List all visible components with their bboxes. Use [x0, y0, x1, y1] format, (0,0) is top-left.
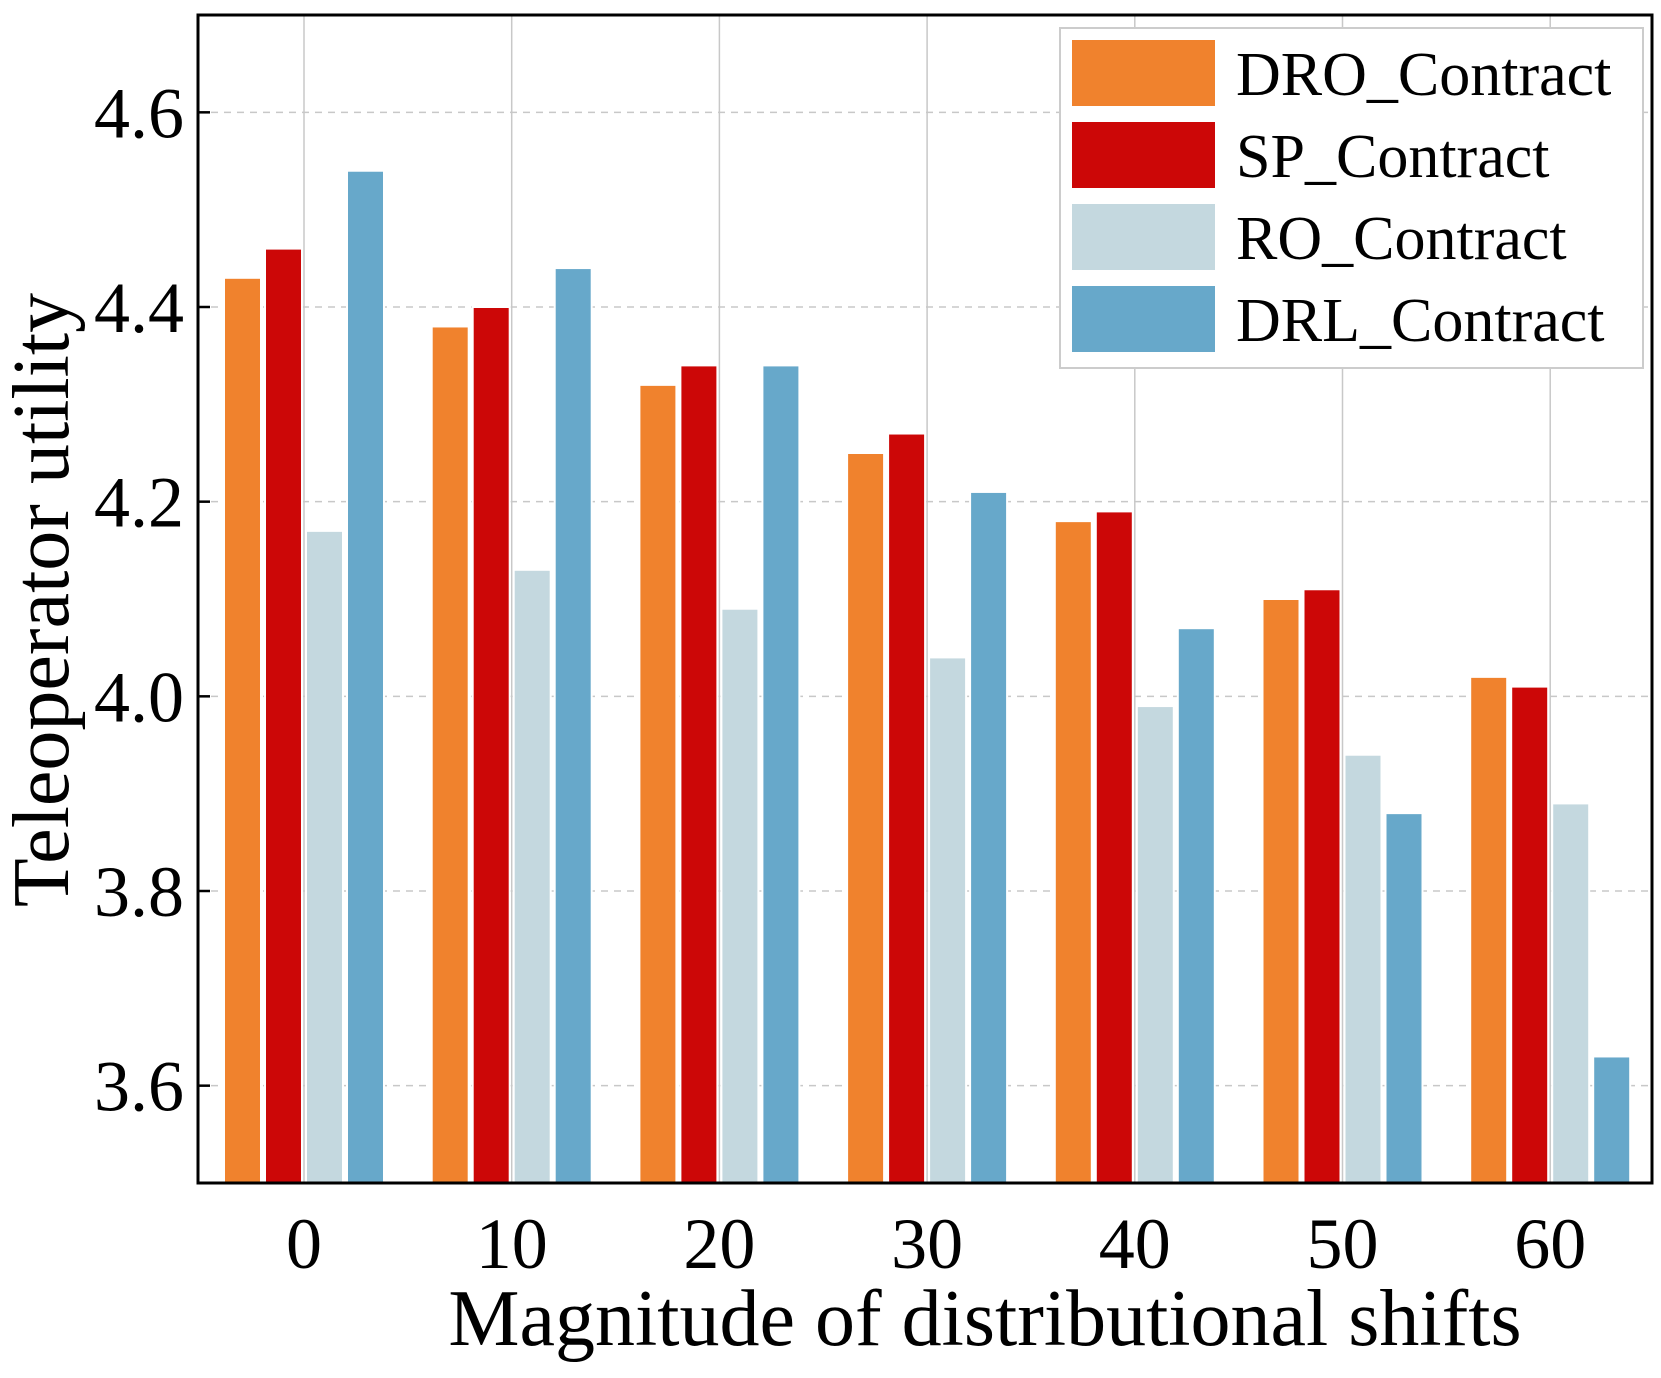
legend-swatch: [1072, 40, 1215, 106]
bar-ro-contract: [720, 607, 760, 1184]
bar-sp-contract: [679, 364, 719, 1184]
y-tick-label: 4.6: [94, 73, 184, 153]
x-tick-label: 30: [891, 1204, 963, 1284]
legend-swatch: [1072, 286, 1215, 352]
bar-sp-contract: [1510, 685, 1550, 1184]
bar-sp-contract: [264, 247, 303, 1185]
bar-ro-contract: [928, 656, 968, 1184]
axes: [196, 13, 1654, 1185]
x-tick-label: 60: [1514, 1204, 1586, 1284]
bar-drl-contract: [1592, 1055, 1632, 1185]
x-axis-label: Magnitude of distributional shifts: [448, 1275, 1521, 1363]
legend-label: DRO_Contract: [1236, 41, 1611, 109]
legend: DRO_Contract SP_Contract RO_Contract DRL_Co…: [1059, 27, 1644, 369]
bar-dro-contract: [1261, 598, 1301, 1184]
bar-dro-contract: [638, 383, 678, 1185]
bar-dro-contract: [1053, 520, 1093, 1184]
bar-ro-contract: [1343, 753, 1383, 1184]
bar-ro-contract: [305, 529, 344, 1184]
bar-dro-contract: [430, 325, 470, 1184]
bar-ro-contract: [512, 568, 552, 1184]
bar-sp-contract: [1302, 588, 1342, 1184]
x-tick-label: 20: [683, 1204, 755, 1284]
bar-drl-contract: [761, 364, 801, 1184]
bar-drl-contract: [346, 169, 385, 1184]
y-axis-label: Teleoperator utility: [0, 293, 86, 907]
bar-drl-contract: [969, 490, 1009, 1184]
legend-label: DRL_Contract: [1236, 287, 1605, 355]
bar-drl-contract: [1176, 627, 1216, 1184]
y-tick-label: 4.0: [94, 657, 184, 737]
x-tick-label: 50: [1307, 1204, 1379, 1284]
bar-dro-contract: [1469, 675, 1509, 1184]
plot-frame: [196, 13, 1654, 1185]
bar-ro-contract: [1551, 802, 1591, 1185]
bar-drl-contract: [1384, 812, 1424, 1185]
bar-dro-contract: [223, 276, 262, 1184]
bar-dro-contract: [846, 452, 886, 1184]
legend-label: SP_Contract: [1236, 123, 1549, 191]
legend-label: RO_Contract: [1236, 205, 1567, 273]
y-tick-label: 4.2: [94, 463, 184, 543]
x-tick-label: 0: [286, 1204, 322, 1284]
y-tick-label: 4.4: [94, 268, 184, 348]
bar-sp-contract: [471, 306, 511, 1184]
bar-ro-contract: [1135, 705, 1175, 1184]
legend-swatch: [1072, 122, 1215, 188]
y-tick-label: 3.6: [94, 1047, 184, 1127]
bar-drl-contract: [553, 267, 593, 1185]
bar-sp-contract: [1094, 510, 1134, 1184]
y-tick-label: 3.8: [94, 852, 184, 932]
x-tick-label: 40: [1099, 1204, 1171, 1284]
legend-swatch: [1072, 204, 1215, 270]
tick-labels: 3.6 3.8 4.0 4.2 4.4 4.6 0 10 20 30 40 50 60: [94, 73, 1586, 1284]
bars: [223, 169, 1632, 1185]
x-tick-label: 10: [476, 1204, 548, 1284]
bar-sp-contract: [887, 432, 927, 1184]
